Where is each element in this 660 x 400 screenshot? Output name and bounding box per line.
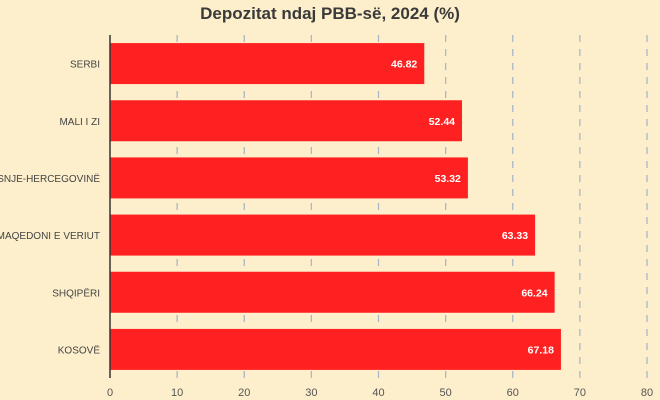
bar xyxy=(110,214,536,256)
bar xyxy=(110,43,425,85)
data-label: 53.32 xyxy=(435,173,461,185)
chart-title: Depozitat ndaj PBB-së, 2024 (%) xyxy=(200,4,460,23)
x-tick-label: 50 xyxy=(440,387,452,399)
x-tick-label: 40 xyxy=(372,387,384,399)
data-label: 52.44 xyxy=(429,116,455,128)
category-label: MAQEDONI E VERIUT xyxy=(0,231,100,242)
bar xyxy=(110,328,561,370)
data-label: 66.24 xyxy=(521,287,547,299)
data-label: 67.18 xyxy=(528,344,554,356)
bar xyxy=(110,271,555,313)
bar xyxy=(110,100,463,142)
data-label: 46.82 xyxy=(391,59,417,71)
data-label: 63.33 xyxy=(502,230,528,242)
category-label: BOSNJE-HERCEGOVINË xyxy=(0,173,100,185)
bar xyxy=(110,157,468,199)
category-label: SERBI xyxy=(70,60,100,71)
x-tick-label: 10 xyxy=(171,387,183,399)
x-tick-label: 60 xyxy=(507,387,519,399)
x-tick-label: 20 xyxy=(238,387,250,399)
x-tick-label: 30 xyxy=(305,387,317,399)
category-label: MALI I ZI xyxy=(59,117,100,128)
x-tick-label: 80 xyxy=(641,387,653,399)
x-tick-label: 0 xyxy=(107,387,113,399)
x-tick-label: 70 xyxy=(574,387,586,399)
category-label: SHQIPËRI xyxy=(52,287,100,299)
category-label: KOSOVË xyxy=(58,344,101,356)
